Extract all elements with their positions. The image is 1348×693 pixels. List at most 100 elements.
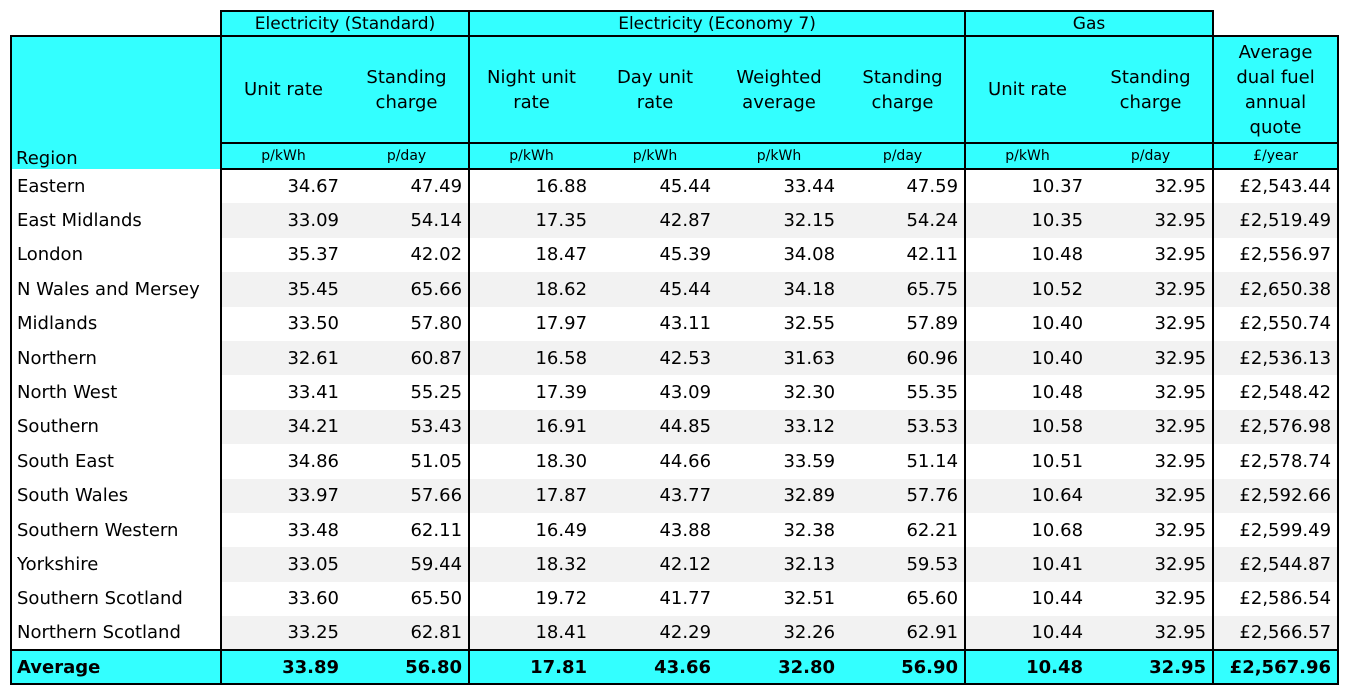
rate-cell: 59.44 (345, 547, 471, 582)
average-cell: 43.66 (593, 649, 718, 686)
unit-std-unit-rate: p/kWh (221, 142, 345, 170)
region-name-cell: Yorkshire (10, 547, 222, 582)
table-row: Southern Western 33.48 62.11 16.49 43.88 32.3… (10, 512, 1340, 548)
region-name-cell: N Wales and Mersey (10, 272, 222, 307)
rate-cell: 43.09 (659, 382, 712, 404)
table-row: North West 33.41 55.25 17.39 43.09 32.30 55.35… (10, 375, 1340, 410)
region-name-cell: London (10, 237, 222, 273)
rate-cell: 10.44 (965, 616, 1090, 651)
rate-cell: 57.66 (345, 478, 471, 513)
rate-cell: 35.45 (221, 272, 345, 307)
annual-quote-cell: £2,548.42 (1213, 375, 1340, 410)
unit-gas-standing: p/day (1089, 142, 1215, 170)
rate-cell: 43.11 (659, 313, 712, 335)
rate-cell: 45.44 (593, 272, 718, 307)
rate-cell: 10.35 (965, 203, 1090, 238)
rate-cell: 53.53 (841, 409, 967, 445)
rate-cell: 44.85 (593, 409, 718, 445)
rate-cell: 42.87 (593, 203, 718, 238)
annual-quote-cell: £2,650.38 (1213, 272, 1340, 307)
rate-cell: 33.25 (221, 616, 345, 651)
table-row: Northern 32.61 60.87 16.58 42.53 31.63 60.96 10… (10, 340, 1340, 376)
rate-cell: 32.95 (1089, 478, 1215, 513)
rate-cell: 32.95 (1089, 237, 1215, 273)
header-std-standing-charge: Standing charge (345, 35, 471, 143)
rate-cell: 16.88 (535, 176, 588, 198)
rate-cell: 32.95 (1089, 547, 1215, 582)
rate-cell: 18.32 (469, 547, 594, 582)
region-name-cell: Southern (10, 409, 222, 445)
average-cell: 17.81 (469, 649, 594, 686)
rate-cell: 32.61 (221, 340, 345, 376)
unit-e7-standing: p/day (841, 142, 967, 170)
rate-cell: 32.95 (1089, 409, 1215, 445)
rate-cell: 65.50 (345, 581, 471, 617)
region-name-cell: Northern (10, 340, 222, 376)
rate-cell: 32.26 (717, 616, 842, 651)
rate-cell: 33.12 (717, 409, 842, 445)
rate-cell: 10.52 (965, 272, 1090, 307)
rate-cell: 32.95 (1089, 444, 1215, 479)
rate-cell: 60.96 (841, 340, 967, 376)
rate-cell: 17.39 (535, 382, 588, 404)
group-header-row: Electricity (Standard) Electricity (Econ… (11, 10, 1339, 37)
table-row: Southern 34.21 53.43 16.91 44.85 33.12 53.53 10… (10, 409, 1340, 445)
rate-cell: 10.58 (965, 409, 1090, 445)
table-row: East Midlands 33.09 54.14 17.35 42.87 32.15 54… (10, 203, 1340, 238)
unit-average-quote: £/year (1213, 142, 1340, 170)
rate-cell: 57.80 (345, 306, 471, 341)
rate-cell: 32.30 (783, 382, 836, 404)
rate-cell: 33.48 (287, 519, 339, 541)
rate-cell: 10.37 (1031, 176, 1084, 198)
rate-cell: 32.95 (1089, 306, 1215, 341)
rate-cell: 42.12 (593, 547, 718, 582)
rate-cell: 32.95 (1089, 375, 1215, 410)
annual-quote-cell: £2,578.74 (1213, 444, 1340, 479)
annual-quote-cell: £2,543.44 (1213, 169, 1340, 204)
region-name-cell: Midlands (10, 306, 222, 341)
table-row: Northern Scotland 33.25 62.81 18.41 42.29 32.… (10, 616, 1340, 651)
average-cell: 10.48 (965, 649, 1090, 686)
unit-e7-day: p/kWh (593, 142, 718, 170)
rate-cell: 10.48 (1031, 382, 1084, 404)
average-cell: 32.95 (1089, 649, 1215, 686)
column-header-row: Region Unit rate Standing charge Night u… (10, 35, 1340, 169)
average-cell: 33.89 (221, 649, 345, 686)
rate-cell: 32.95 (1089, 581, 1215, 617)
table-row: Yorkshire 33.05 59.44 18.32 42.12 32.13 59.53 1… (10, 547, 1340, 582)
average-label: Average (10, 649, 222, 686)
rate-cell: 33.41 (287, 382, 339, 404)
rate-cell: 17.87 (469, 478, 594, 513)
header-average-quote: Average dual fuel annual quote (1213, 35, 1340, 143)
rate-cell: 51.14 (841, 444, 967, 479)
rate-cell: 17.97 (535, 313, 588, 335)
rate-cell: 32.95 (1089, 340, 1215, 376)
rate-cell: 33.59 (783, 450, 836, 472)
annual-quote-cell: £2,536.13 (1213, 340, 1340, 376)
rate-cell: 54.24 (841, 203, 967, 238)
region-name-cell: East Midlands (10, 203, 222, 238)
region-name-cell: Southern Western (10, 512, 222, 548)
unit-std-standing-charge: p/day (345, 142, 471, 170)
average-cell: 32.80 (717, 649, 842, 686)
rate-cell: 65.75 (841, 272, 967, 307)
table-row: Southern Scotland 33.60 65.50 19.72 41.77 32.… (10, 581, 1340, 617)
header-e7-night-unit-rate: Night unit rate (469, 35, 594, 143)
rate-cell: 33.97 (221, 478, 345, 513)
average-cell: 56.80 (345, 649, 471, 686)
average-cell: 56.90 (841, 649, 967, 686)
rate-cell: 32.95 (1089, 616, 1215, 651)
rate-cell: 59.53 (841, 547, 967, 582)
rate-cell: 34.08 (783, 244, 836, 266)
rate-cell: 32.13 (717, 547, 842, 582)
rate-cell: 10.68 (1031, 519, 1084, 541)
rate-cell: 45.39 (659, 244, 712, 266)
rate-cell: 17.35 (469, 203, 594, 238)
annual-quote-cell: £2,599.49 (1213, 512, 1340, 548)
table-row: London 35.37 42.02 18.47 45.39 34.08 42.11 10.4… (10, 237, 1340, 273)
rate-cell: 60.87 (345, 340, 471, 376)
rate-cell: 33.05 (221, 547, 345, 582)
rate-cell: 10.48 (1031, 244, 1084, 266)
header-region: Region (10, 35, 222, 169)
rate-cell: 34.86 (287, 450, 339, 472)
